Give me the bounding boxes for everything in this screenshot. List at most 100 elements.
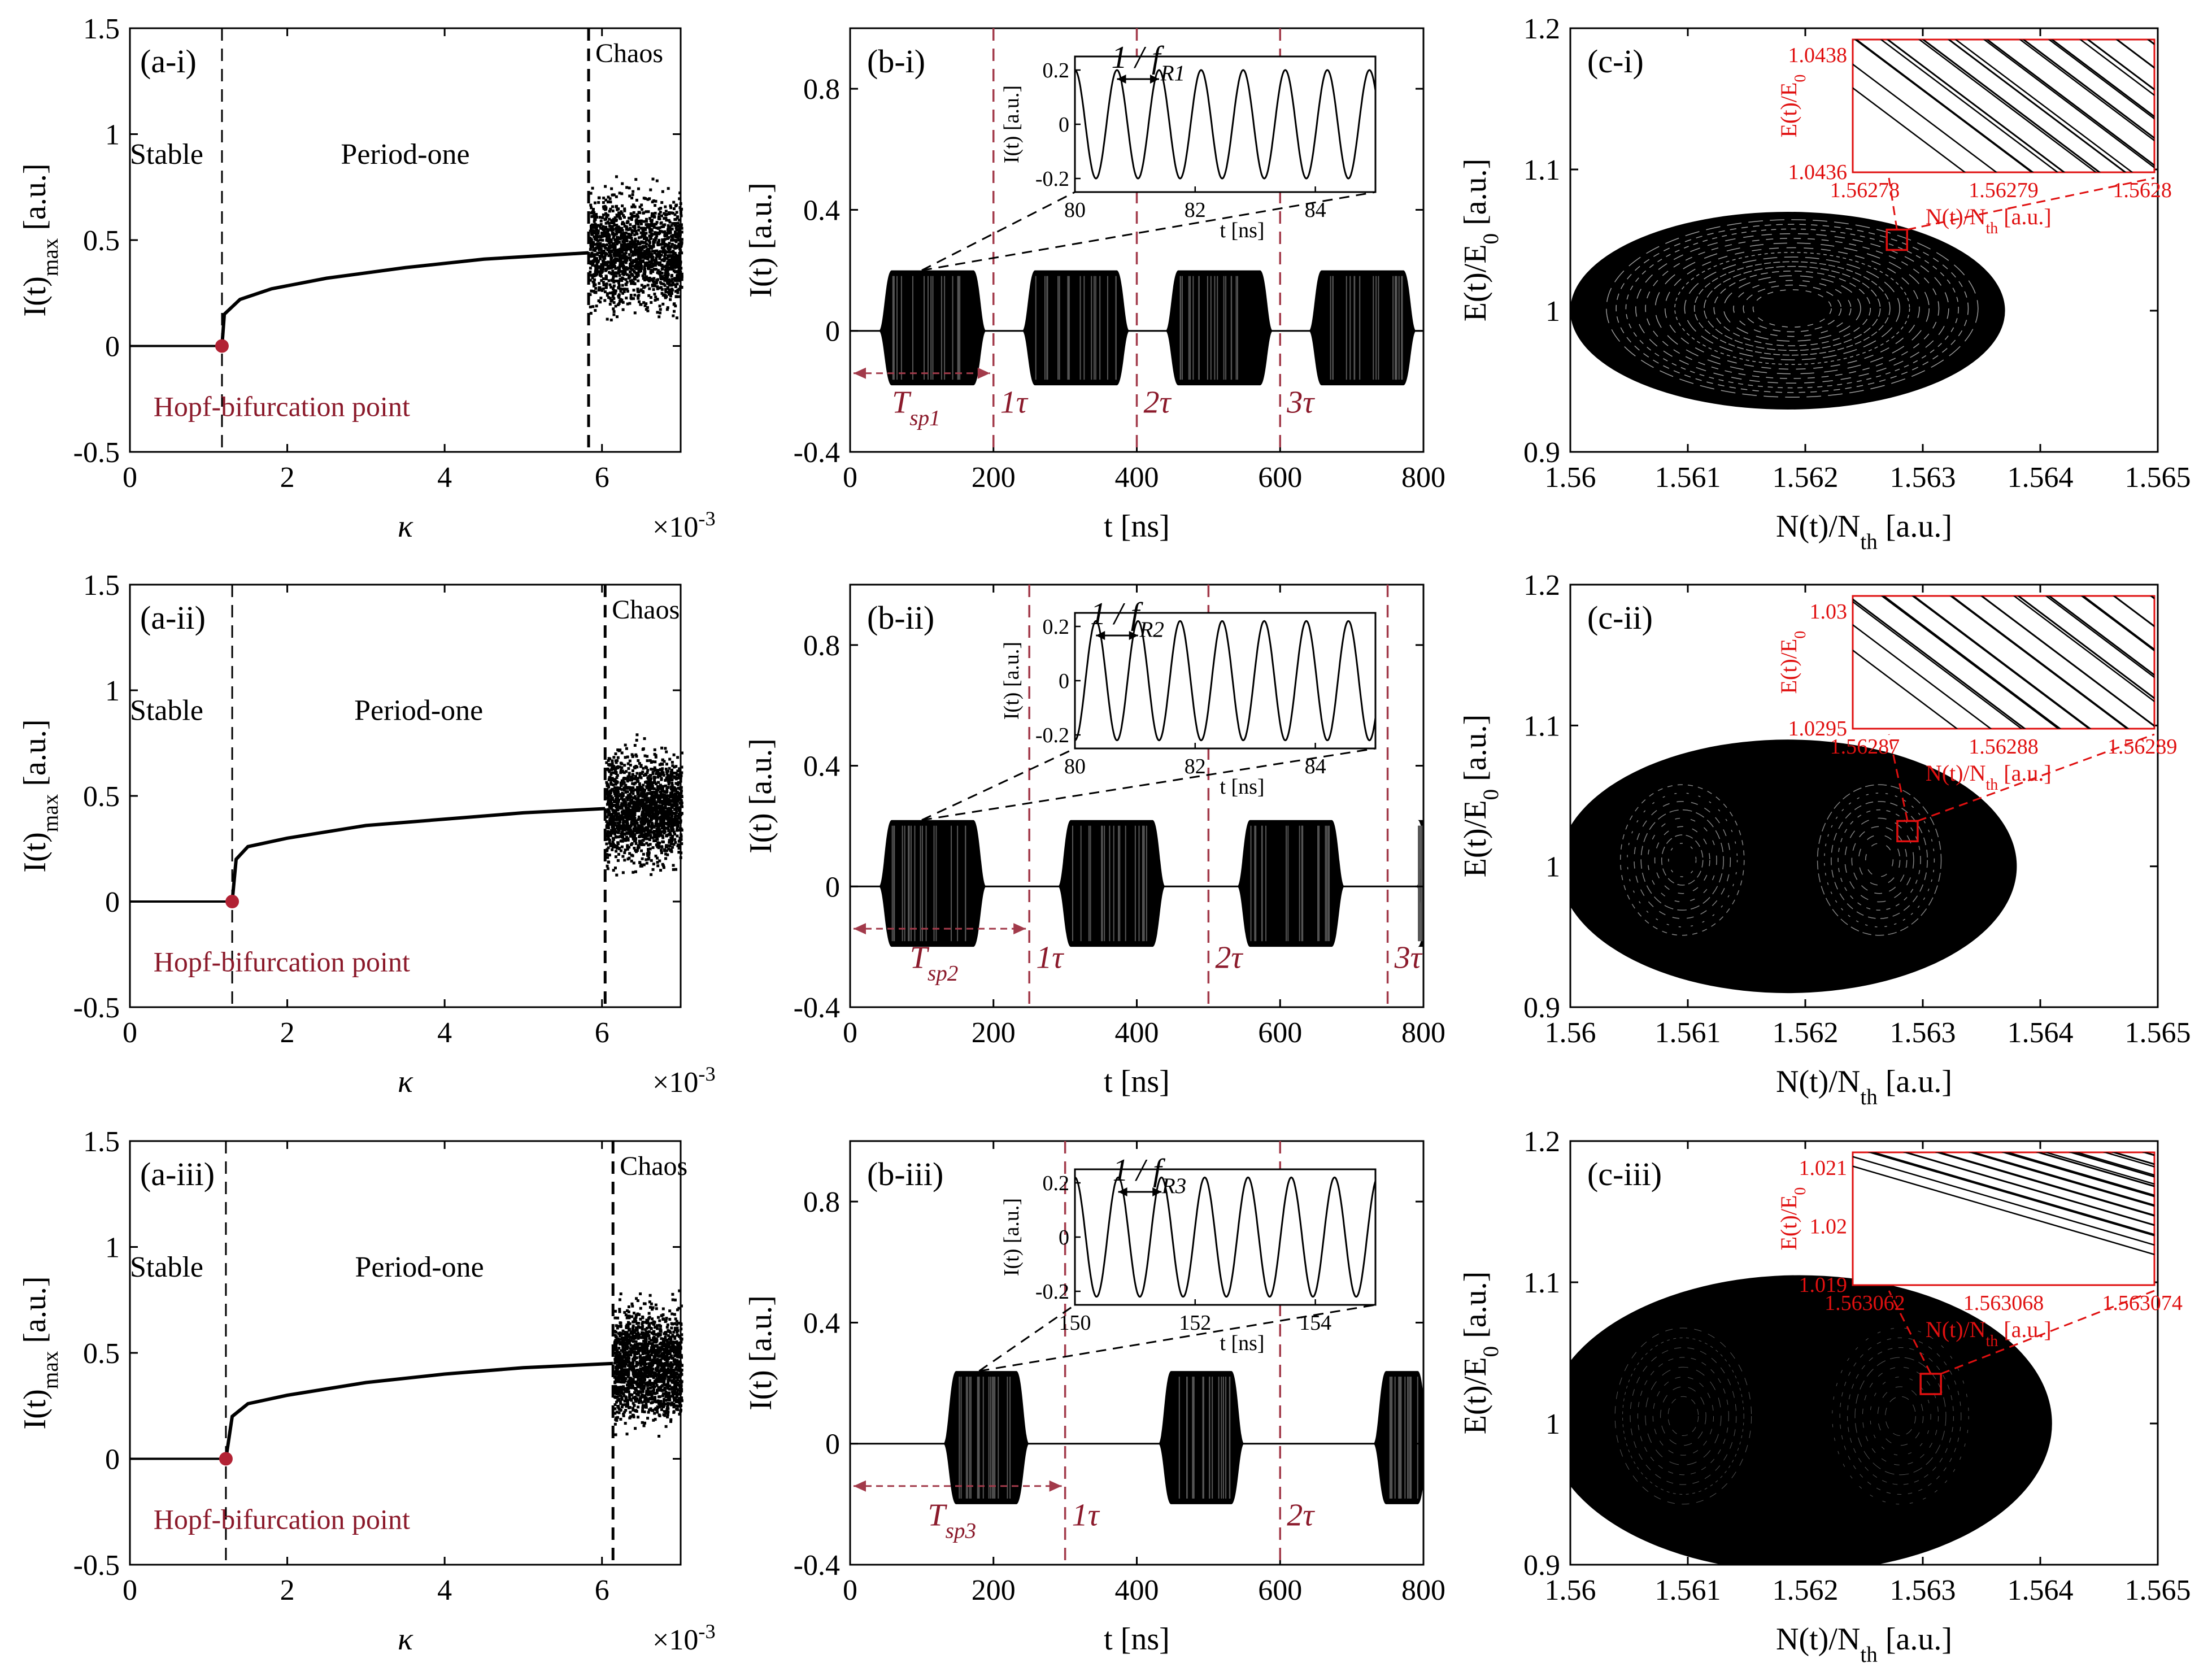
panel-tag: (b-iii) [867, 1156, 943, 1192]
y-tick-label: 0.5 [83, 781, 120, 813]
panel-tag: (c-iii) [1587, 1156, 1662, 1192]
x-tick-label: 1.564 [2008, 462, 2074, 494]
bifurcation-panel-a-ii: 0 2 4 6-0.500.511.5(a-ii)Stable Period-oneCh… [18, 569, 716, 1099]
attractor [1570, 739, 2017, 993]
inset-trajectory [1853, 598, 2026, 729]
y-tick-label: 0 [825, 316, 840, 348]
region-label-chaos: Chaos [595, 38, 663, 68]
period-one-branch [230, 807, 606, 902]
x-tick-label: 1.561 [1655, 1017, 1721, 1049]
inset-y-tick-label: 0.2 [1043, 1172, 1070, 1195]
pulse-envelope [943, 1371, 1030, 1504]
hopf-point-marker [219, 1452, 233, 1466]
x-axis-label: t [ns] [1104, 1622, 1170, 1657]
inset-y-label: E(t)/E0 [1776, 1187, 1809, 1251]
y-tick-label: 0 [105, 886, 120, 918]
inset-y-label: E(t)/E0 [1776, 75, 1809, 138]
panel-tag: (a-ii) [140, 599, 206, 636]
inset-trajectory [2004, 1152, 2154, 1196]
pulse-envelope [1373, 1371, 1423, 1504]
inset-connector [921, 747, 1075, 821]
y-tick-label: 1 [1545, 851, 1560, 883]
x-tick-label: 1.561 [1655, 1574, 1721, 1607]
inset-trajectory [1970, 1152, 2154, 1207]
plot-frame [1569, 584, 2159, 1008]
x-tick-label: 1.565 [2125, 1017, 2191, 1049]
inset-trajectory [2022, 40, 2154, 140]
hopf-point-marker [215, 339, 229, 353]
inset-trajectories [1853, 40, 2154, 172]
x-tick-label: 1.562 [1773, 1574, 1839, 1607]
y-tick-label: 1.5 [83, 13, 120, 45]
delay-label: 1τ [1036, 941, 1064, 976]
plot-frame [129, 1140, 682, 1566]
y-tick-label: 0 [825, 1429, 840, 1461]
y-tick-label: 0 [105, 1444, 120, 1476]
inset-oscillation [1074, 69, 1377, 180]
x-tick-label: 400 [1115, 462, 1159, 494]
x-axis-label: t [ns] [1104, 1064, 1170, 1099]
pulse-envelope [878, 820, 987, 947]
x-tick-label: 1.56 [1545, 462, 1596, 494]
y-tick-label: -0.4 [794, 1549, 840, 1582]
y-axis-label: E(t)/E0 [a.u.] [1458, 715, 1503, 878]
phase-portrait-panel-c-i: 1.56 1.561 1.562 1.563 1.564 1.565 0.9 1 1.1 1.2 (… [1458, 13, 2191, 554]
pulse-envelope [1057, 820, 1166, 947]
inset-x-tick-label: 150 [1059, 1311, 1091, 1335]
x-tick-label: 0 [123, 1017, 137, 1049]
y-tick-label: 1 [1545, 295, 1560, 328]
period-label: Tsp2 [910, 941, 959, 986]
x-multiplier: ×10-3 [652, 1063, 716, 1099]
period-arrow-head [854, 1480, 866, 1492]
pulse-group [943, 1371, 1423, 1504]
x-multiplier: ×10-3 [652, 507, 716, 543]
y-tick-label: -0.4 [794, 992, 840, 1024]
inset-x-tick-label: 1.56279 [1969, 179, 2039, 202]
attractor [1570, 1275, 2052, 1565]
inset-frequency-label: 1 / fR1 [1111, 40, 1185, 85]
inset-b-ii: 80 82 84-0.200.2t [ns]I(t) [a.u.]1 / fR2 [1000, 597, 1377, 799]
pulse-envelope [1165, 270, 1273, 386]
inset-trajectories [1853, 1152, 2154, 1256]
inset-x-tick-label: 82 [1185, 198, 1206, 222]
inset-trajectory [1886, 40, 2066, 172]
region-label-period-one: Period-one [354, 694, 483, 726]
x-tick-label: 2 [280, 1574, 295, 1607]
inset-c-iii: 1.563062 1.563068 1.563074 1.021 1.02 1.019 N(… [1776, 1151, 2183, 1350]
x-tick-label: 4 [437, 1017, 452, 1049]
x-axis-label: κ [398, 1064, 413, 1099]
delay-label: 3τ [1286, 385, 1315, 420]
period-one-branch [224, 1361, 613, 1459]
hopf-label: Hopf-bifurcation point [154, 946, 410, 977]
inset-y-tick-label: 1.019 [1799, 1273, 1848, 1297]
panel-tag: (b-ii) [867, 599, 934, 636]
inset-y-tick-label: 1.0295 [1788, 717, 1848, 741]
inset-connector [1906, 177, 2155, 230]
inset-frequency-label: 1 / fR2 [1090, 597, 1164, 642]
plot-frame [1569, 27, 2159, 453]
delay-label: 2τ [1144, 385, 1172, 420]
x-tick-label: 0 [123, 462, 137, 494]
x-tick-label: 1.561 [1655, 462, 1721, 494]
x-multiplier: ×10-3 [652, 1620, 716, 1656]
x-tick-label: 200 [972, 1017, 1016, 1049]
attractor-ellipse [1570, 1275, 2052, 1565]
x-tick-label: 0 [843, 462, 857, 494]
x-tick-label: 6 [595, 462, 609, 494]
inset-y-tick-label: -0.2 [1035, 167, 1069, 191]
bifurcation-panel-a-i: 0 2 4 6-0.500.511.5(a-i)Stable Period-oneCha… [18, 13, 716, 544]
delay-label: 1τ [1000, 385, 1029, 420]
inset-c-ii: 1.56287 1.56288 1.562891.031.0295N(t)/Nth … [1776, 595, 2177, 794]
inset-x-label: t [ns] [1220, 775, 1264, 799]
x-tick-label: 1.564 [2008, 1017, 2074, 1049]
inset-trajectory [2050, 40, 2154, 118]
panel-tag: (b-i) [867, 43, 925, 80]
y-tick-label: 0.9 [1523, 992, 1560, 1024]
y-tick-label: 0.4 [803, 1307, 840, 1339]
inset-connector [1888, 1290, 1932, 1374]
period-one-branch [220, 251, 589, 346]
y-axis-label: I(t)max [a.u.] [18, 719, 63, 872]
inset-x-tick-label: 1.563074 [2102, 1291, 2183, 1315]
inset-trajectory [1985, 40, 2154, 167]
plot-frame [1569, 1140, 2159, 1566]
